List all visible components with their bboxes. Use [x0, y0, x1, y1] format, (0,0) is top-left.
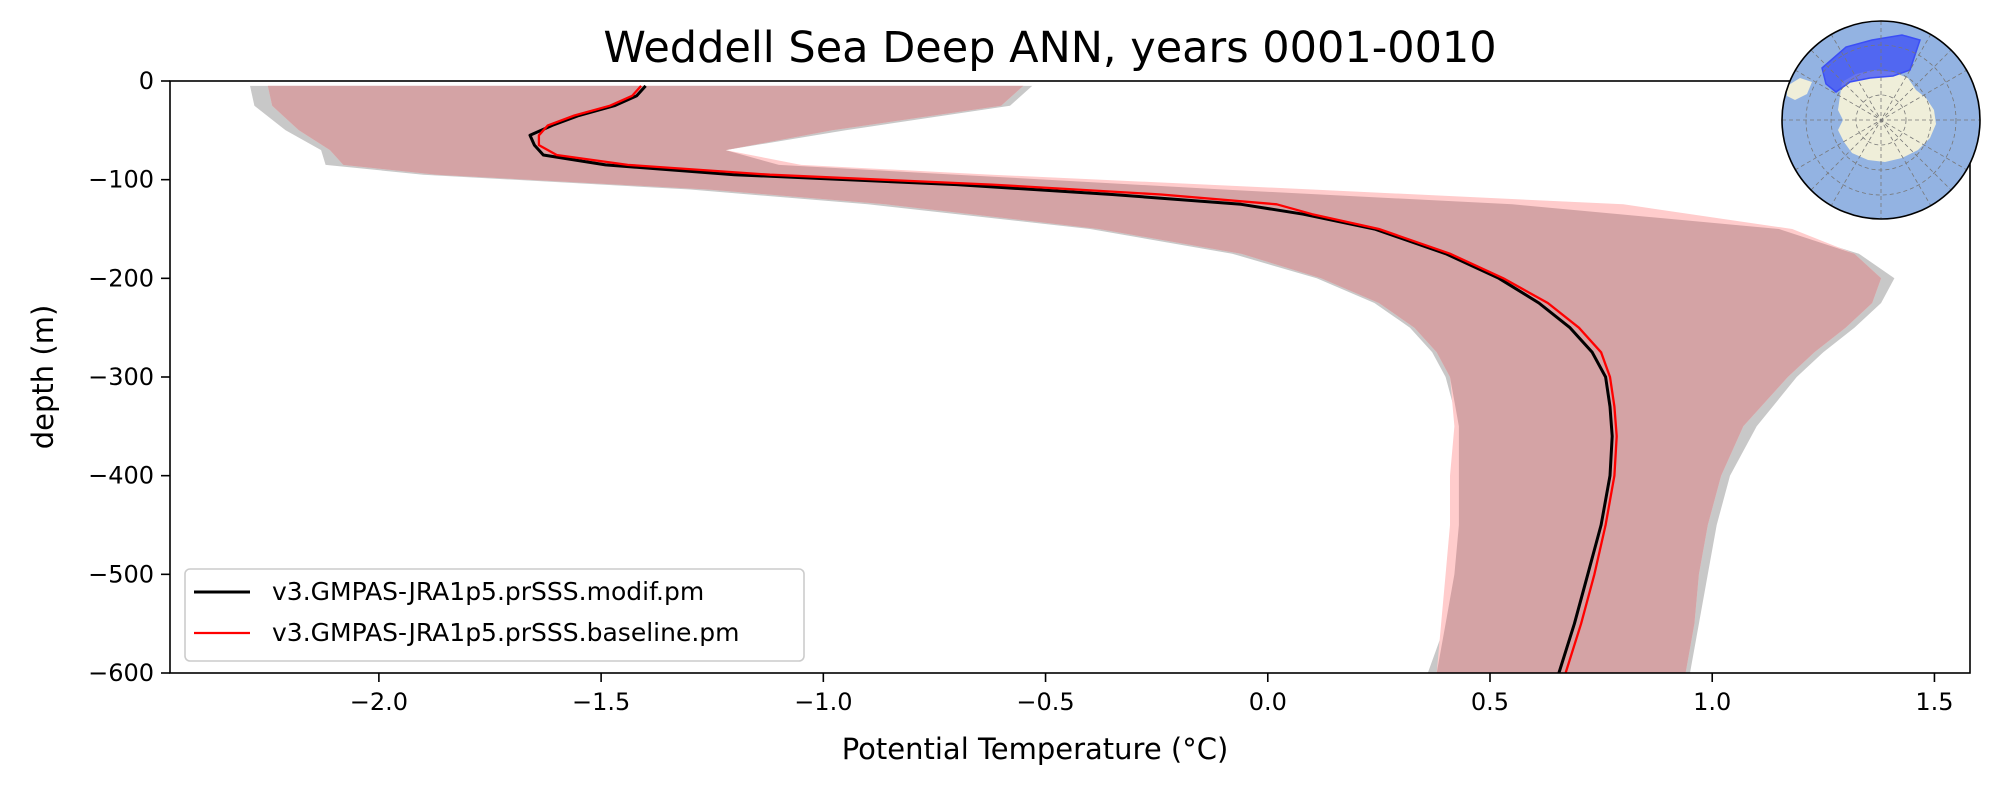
weddell-sea-region: [1821, 34, 1921, 93]
y-axis: 0 −100 −200 −300 −400 −500 −600: [88, 67, 170, 687]
y-tick-label: −200: [88, 264, 154, 292]
x-axis: −2.0 −1.5 −1.0 −0.5 0.0 0.5 1.0 1.5: [350, 673, 1954, 716]
band-overlap: [267, 85, 1882, 673]
series-line-baseline: [537, 85, 1618, 673]
legend-label-modif: v3.GMPAS-JRA1p5.prSSS.modif.pm: [272, 577, 704, 606]
y-tick-label: −500: [88, 560, 154, 588]
x-tick-label: −1.5: [572, 688, 630, 716]
x-tick-label: −1.0: [794, 688, 852, 716]
meridian-line: [1794, 69, 1968, 171]
x-tick-label: 1.0: [1693, 688, 1731, 716]
series-line-modif: [528, 84, 1614, 673]
y-tick-label: −300: [88, 363, 154, 391]
x-axis-label: Potential Temperature (°C): [842, 732, 1229, 766]
y-tick-label: −400: [88, 462, 154, 490]
globe-outline: [1781, 20, 1981, 220]
legend-label-baseline: v3.GMPAS-JRA1p5.prSSS.baseline.pm: [272, 618, 740, 647]
y-axis-label: depth (m): [26, 305, 60, 450]
legend: v3.GMPAS-JRA1p5.prSSS.modif.pm v3.GMPAS-…: [184, 568, 805, 662]
south-america-tip: [1787, 78, 1812, 100]
series-lines: [528, 84, 1618, 673]
y-tick-label: −100: [88, 166, 154, 194]
y-tick-label: −600: [88, 659, 154, 687]
x-tick-label: 0.5: [1471, 688, 1509, 716]
inset-region-map: [1781, 20, 1981, 220]
spread-bands: [250, 85, 1895, 673]
x-tick-label: 0.0: [1249, 688, 1287, 716]
x-tick-label: −2.0: [350, 688, 408, 716]
y-tick-label: 0: [139, 67, 154, 95]
x-tick-label: 1.5: [1915, 688, 1953, 716]
legend-box: [184, 568, 805, 662]
x-tick-label: −0.5: [1016, 688, 1074, 716]
chart-title: Weddell Sea Deep ANN, years 0001-0010: [603, 23, 1496, 73]
